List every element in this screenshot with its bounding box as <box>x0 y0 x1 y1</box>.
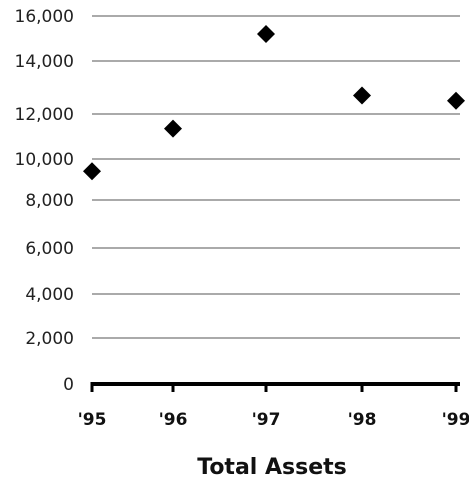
x-axis-tick-labels: '95 '96 '97 '98 '99 <box>78 410 469 430</box>
y-tick-label: 4,000 <box>25 285 74 305</box>
x-tick-label: '99 <box>442 410 469 430</box>
data-point-diamond <box>447 91 465 110</box>
y-tick-label: 8,000 <box>25 191 74 211</box>
chart-title: Total Assets <box>197 455 347 480</box>
data-point-diamond <box>83 162 101 181</box>
x-axis-ticks <box>90 382 458 392</box>
y-tick-label: 16,000 <box>15 7 74 27</box>
data-points <box>83 25 465 181</box>
gridlines <box>92 15 460 339</box>
x-tick-label: '96 <box>159 410 188 430</box>
y-tick-label: 12,000 <box>15 105 74 125</box>
y-tick-label: 14,000 <box>15 52 74 72</box>
y-axis-tick-labels: 0 2,000 4,000 6,000 8,000 10,000 12,000 14,000 1… <box>15 7 74 395</box>
y-tick-label: 6,000 <box>25 239 74 259</box>
y-tick-label: 10,000 <box>15 150 74 170</box>
y-tick-label: 0 <box>63 375 74 395</box>
y-tick-label: 2,000 <box>25 329 74 349</box>
data-point-diamond <box>353 86 371 105</box>
x-tick-label: '97 <box>252 410 281 430</box>
data-point-diamond <box>257 25 275 43</box>
x-tick-label: '95 <box>78 410 107 430</box>
data-point-diamond <box>164 119 182 138</box>
x-tick-label: '98 <box>348 410 377 430</box>
